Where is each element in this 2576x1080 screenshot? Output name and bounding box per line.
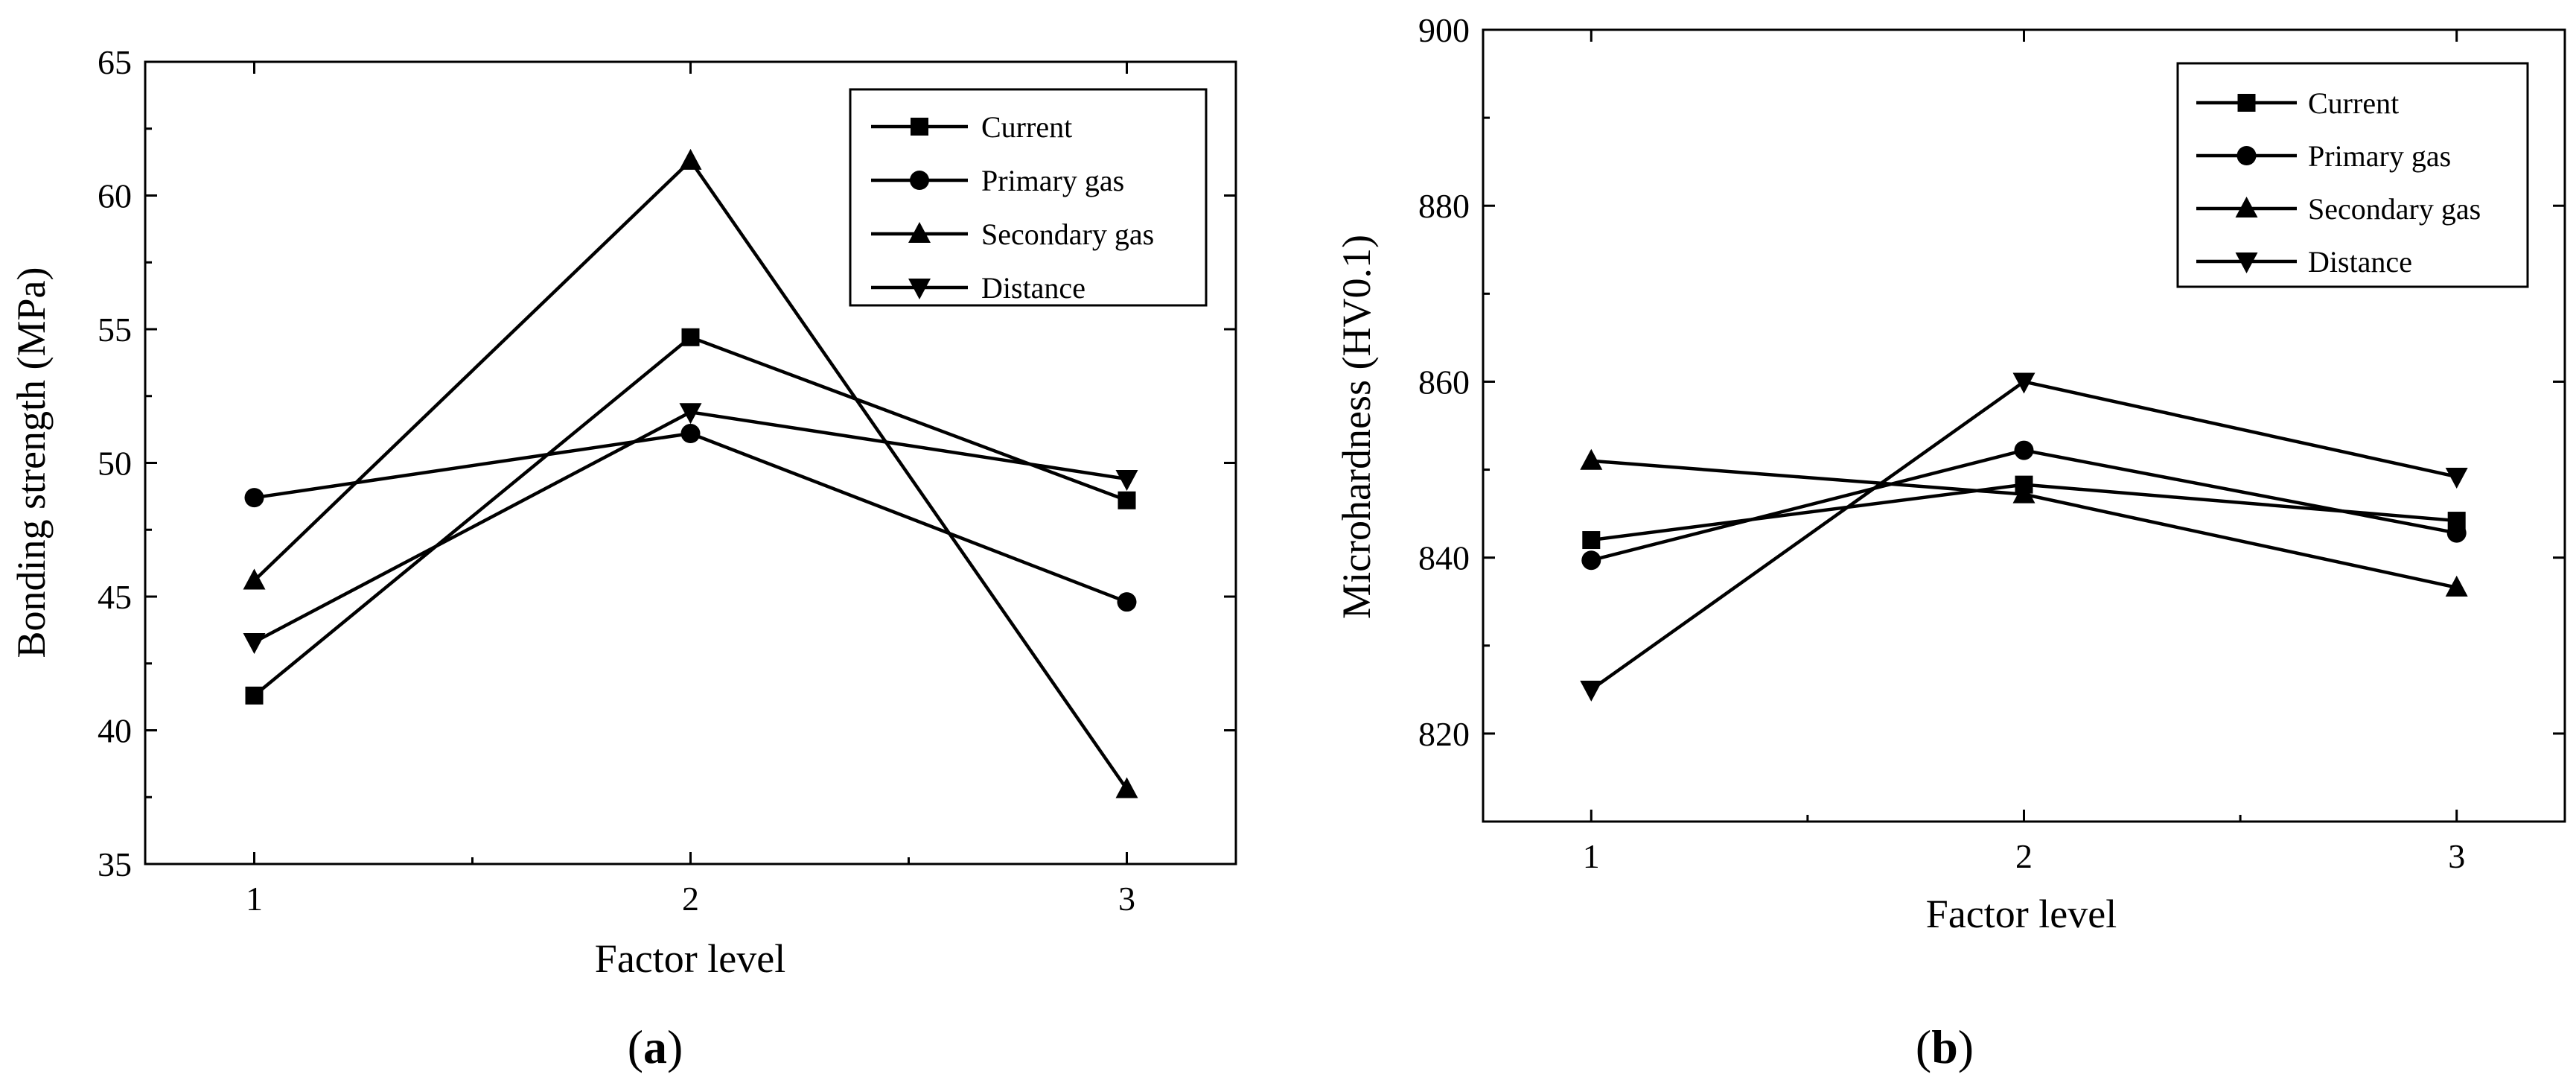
chart-a-y-ticks: 35 40 45 50 55 60 65 (98, 43, 1236, 883)
chart-a-x-ticks: 1 2 3 (246, 62, 1135, 918)
chart-b-point-primary-gas (2446, 523, 2467, 543)
chart-b-y-tick-label: 840 (1418, 539, 1470, 577)
chart-a-point-distance (1115, 470, 1138, 492)
chart-a-legend-box (849, 88, 1208, 307)
chart-a-y-tick-label: 65 (98, 43, 132, 81)
chart-a-point-secondary-gas (1115, 777, 1138, 798)
chart-a-series-line-secondary-gas (252, 159, 1129, 790)
chart-b-legend-label-current: Current (2308, 86, 2399, 120)
chart-b-point-current (1582, 531, 1601, 550)
chart-a-panel-label-letter: a (643, 1020, 667, 1073)
chart-b-point-distance (2012, 372, 2035, 394)
chart-a-panel-label-open: ( (628, 1020, 643, 1073)
chart-b-legend-label-primary-gas: Primary gas (2308, 139, 2451, 173)
chart-a-series (243, 148, 1138, 798)
chart-b-legend-label-distance: Distance (2308, 245, 2412, 279)
chart-a-legend-marker-distance (908, 279, 931, 299)
chart-b-panel-label: (b) (1916, 1020, 1974, 1073)
chart-a-y-tick-label: 40 (98, 712, 132, 750)
chart-b-legend-marker-distance (2235, 252, 2258, 273)
chart-b-y-tick-label: 820 (1418, 715, 1470, 753)
chart-b-point-secondary-gas (2012, 482, 2035, 504)
chart-a-point-current (681, 328, 700, 346)
chart-a-x-tick-label: 1 (246, 880, 263, 918)
chart-b-point-distance (2445, 468, 2468, 489)
chart-a: 35 40 45 50 55 60 65 1 2 3 Current Primary gas Sec… (9, 43, 1237, 1073)
chart-b-panel-label-close: ) (1958, 1020, 1974, 1073)
chart-a-point-current (1118, 491, 1136, 509)
chart-b-point-secondary-gas (2445, 575, 2468, 597)
chart-a-panel-label-close: ) (667, 1020, 683, 1073)
chart-a-series-line-current (253, 335, 1128, 697)
chart-b-x-tick-label: 2 (2015, 837, 2033, 875)
chart-a-legend-marker-primary-gas (910, 171, 929, 190)
chart-b-legend-label-secondary-gas: Secondary gas (2308, 192, 2481, 226)
chart-a-x-tick-label: 2 (682, 880, 699, 918)
chart-b-x-tick-label: 3 (2448, 837, 2465, 875)
chart-a-legend-label-primary-gas: Primary gas (981, 164, 1124, 197)
chart-b-point-primary-gas (1581, 550, 1601, 571)
chart-a-x-axis-title: Factor level (595, 936, 785, 981)
chart-a-point-primary-gas (680, 424, 701, 444)
chart-b-series-line-distance (1590, 380, 2458, 691)
chart-a-legend: Current Primary gas Secondary gas Distance (849, 88, 1208, 307)
chart-b-legend: Current Primary gas Secondary gas Distance (2176, 62, 2529, 288)
chart-b-x-axis-title: Factor level (1926, 892, 2117, 936)
chart-a-y-tick-label: 50 (98, 445, 132, 483)
chart-b-legend-marker-primary-gas (2237, 146, 2257, 165)
chart-a-legend-marker-secondary-gas (908, 222, 931, 243)
chart-a-legend-label-current: Current (981, 110, 1072, 144)
chart-a-y-tick-label: 35 (98, 845, 132, 883)
chart-b-point-distance (1580, 680, 1603, 702)
chart-b-y-tick-label: 900 (1418, 11, 1470, 49)
chart-a-point-primary-gas (1117, 592, 1137, 612)
chart-b-y-ticks: 820 840 860 880 900 (1418, 11, 2565, 753)
chart-b-point-primary-gas (2014, 440, 2034, 460)
chart-b-panel-label-letter: b (1931, 1020, 1958, 1073)
chart-a-x-tick-label: 3 (1118, 880, 1135, 918)
chart-a-y-axis-title: Bonding strength (MPa) (9, 267, 54, 658)
chart-a-legend-marker-current (911, 118, 928, 136)
chart-b-point-secondary-gas (1580, 448, 1603, 470)
chart-a-point-distance (679, 403, 702, 425)
chart-b-legend-box (2176, 62, 2529, 288)
chart-b: 820 840 860 880 900 1 2 3 Current Primary gas Se… (1334, 11, 2566, 1073)
chart-a-y-tick-label: 55 (98, 311, 132, 349)
chart-b-x-ticks: 1 2 3 (1583, 30, 2465, 875)
chart-a-legend-label-secondary-gas: Secondary gas (981, 217, 1154, 251)
chart-b-series-line-primary-gas (1590, 448, 2458, 562)
chart-a-legend-label-distance: Distance (981, 271, 1085, 305)
chart-b-panel-label-open: ( (1916, 1020, 1931, 1073)
chart-a-panel-label: (a) (628, 1020, 683, 1073)
chart-b-legend-marker-secondary-gas (2235, 197, 2258, 217)
chart-b-series (1580, 372, 2468, 702)
chart-a-point-distance (243, 633, 266, 655)
chart-b-x-tick-label: 1 (1583, 837, 1600, 875)
chart-b-legend-marker-current (2237, 94, 2256, 112)
chart-a-point-primary-gas (244, 488, 264, 508)
chart-a-point-current (245, 686, 264, 705)
chart-a-series-line-distance (253, 410, 1127, 644)
chart-a-point-secondary-gas (679, 148, 702, 170)
chart-a-y-tick-label: 60 (98, 177, 132, 215)
chart-a-y-tick-label: 45 (98, 578, 132, 616)
chart-b-y-axis-title: Microhardness (HV0.1) (1334, 235, 1379, 619)
chart-b-y-tick-label: 880 (1418, 187, 1470, 225)
chart-b-y-tick-label: 860 (1418, 363, 1470, 401)
chart-a-point-secondary-gas (243, 568, 266, 590)
